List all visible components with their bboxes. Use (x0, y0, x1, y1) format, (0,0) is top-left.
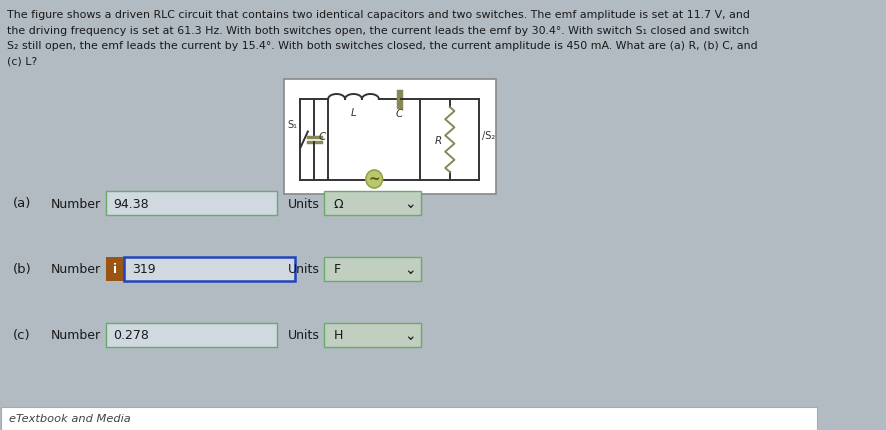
Text: Number: Number (51, 329, 101, 342)
Text: F: F (333, 263, 340, 276)
Text: ⌄: ⌄ (404, 197, 416, 211)
Text: Units: Units (287, 329, 319, 342)
Text: eTextbook and Media: eTextbook and Media (9, 414, 131, 424)
Bar (284, 80, 495, 194)
Bar (124, 258, 295, 281)
Text: The figure shows a driven RLC circuit that contains two identical capacitors and: The figure shows a driven RLC circuit th… (7, 10, 750, 20)
Text: Units: Units (287, 197, 319, 210)
Text: H: H (333, 329, 343, 342)
Text: S₂ still open, the emf leads the current by 15.4°. With both switches closed, th: S₂ still open, the emf leads the current… (7, 41, 758, 51)
Text: Number: Number (51, 197, 101, 210)
Text: R: R (435, 135, 442, 145)
Text: i: i (113, 263, 117, 276)
Text: 319: 319 (132, 263, 155, 276)
Text: ~: ~ (368, 172, 379, 187)
Bar (324, 323, 421, 347)
Text: the driving frequency is set at 61.3 Hz. With both switches open, the current le: the driving frequency is set at 61.3 Hz.… (7, 25, 749, 35)
Text: 0.278: 0.278 (113, 329, 149, 342)
Bar (324, 258, 421, 281)
Text: Number: Number (51, 263, 101, 276)
Bar (324, 191, 421, 215)
Text: Ω: Ω (333, 197, 343, 210)
Bar (1, 407, 816, 430)
Text: 94.38: 94.38 (113, 197, 149, 210)
Text: S₁: S₁ (287, 120, 298, 130)
Text: (b): (b) (13, 263, 32, 276)
Text: L: L (350, 108, 356, 118)
Text: C: C (395, 109, 403, 119)
Text: (a): (a) (13, 197, 31, 210)
Text: (c): (c) (13, 329, 30, 342)
Text: /S₂: /S₂ (481, 130, 494, 140)
Bar (106, 323, 276, 347)
Text: ⌄: ⌄ (404, 262, 416, 276)
Bar (106, 191, 276, 215)
Text: (c) L?: (c) L? (7, 56, 37, 66)
Text: C: C (319, 132, 326, 142)
Circle shape (366, 171, 382, 189)
Text: ⌄: ⌄ (404, 328, 416, 342)
Text: Units: Units (287, 263, 319, 276)
Bar (106, 258, 124, 281)
